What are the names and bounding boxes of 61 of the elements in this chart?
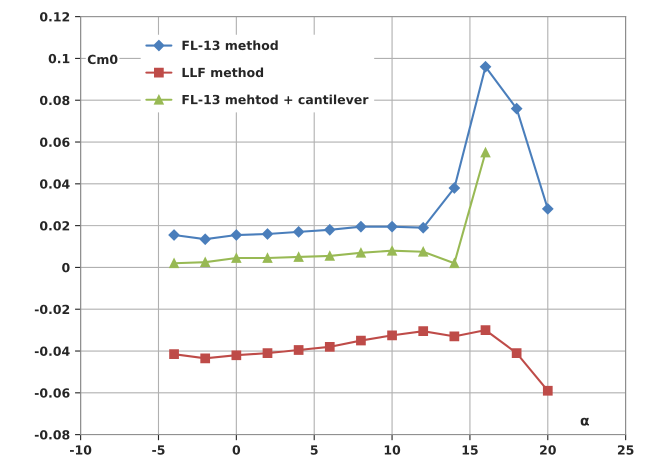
legend-label: LLF method [182,68,264,78]
y-tick-label: 0.1 [48,54,70,64]
point [324,224,336,236]
point [449,332,460,342]
point [200,234,211,245]
point [387,246,397,256]
point [387,330,397,340]
point [480,325,490,335]
x-axis-title: α [580,418,589,426]
y-tick-label: 0.08 [40,96,70,106]
point [542,386,553,396]
point [480,148,490,158]
point [262,253,272,263]
point [542,203,554,215]
point [356,336,366,346]
y-tick-label: 0.02 [40,221,70,231]
x-tick-label: -10 [70,445,92,455]
point [324,342,335,352]
point [418,246,428,257]
point [293,226,304,238]
point [449,258,460,268]
point [230,229,242,241]
point [169,258,179,268]
point [200,353,210,364]
point [418,326,428,336]
x-tick-label: 10 [384,445,400,455]
y-tick-label: 0.06 [40,137,70,147]
point [512,348,522,358]
point [200,257,210,268]
point [511,102,522,114]
y-tick-label: -0.06 [34,388,70,398]
y-tick-label: 0.04 [40,179,70,189]
point [356,248,366,258]
x-tick-label: 20 [540,445,556,455]
x-tick-label: -5 [152,445,165,455]
x-tick-label: 5 [310,445,318,455]
point [168,229,180,241]
x-tick-label: 25 [618,445,634,455]
point [231,253,242,263]
x-tick-label: 0 [232,445,240,455]
legend-label: FL-13 method [182,40,278,50]
y-tick-label: 0.12 [40,12,70,22]
point [386,221,398,232]
point [448,182,460,194]
point [169,349,179,360]
point [480,61,492,72]
point [294,345,304,355]
point [262,228,274,240]
point [294,252,304,262]
y-axis-title: Cm0 [88,54,118,64]
point [231,350,242,360]
y-tick-label: -0.02 [34,304,70,314]
point [355,221,367,232]
y-tick-label: 0 [62,262,70,272]
y-tick-label: -0.08 [34,430,70,440]
legend-label: FL-13 mehtod + cantilever [182,94,368,104]
x-tick-label: 15 [462,445,478,455]
y-tick-label: -0.04 [34,346,70,356]
point [262,348,272,358]
point [418,222,429,234]
point [324,251,335,261]
